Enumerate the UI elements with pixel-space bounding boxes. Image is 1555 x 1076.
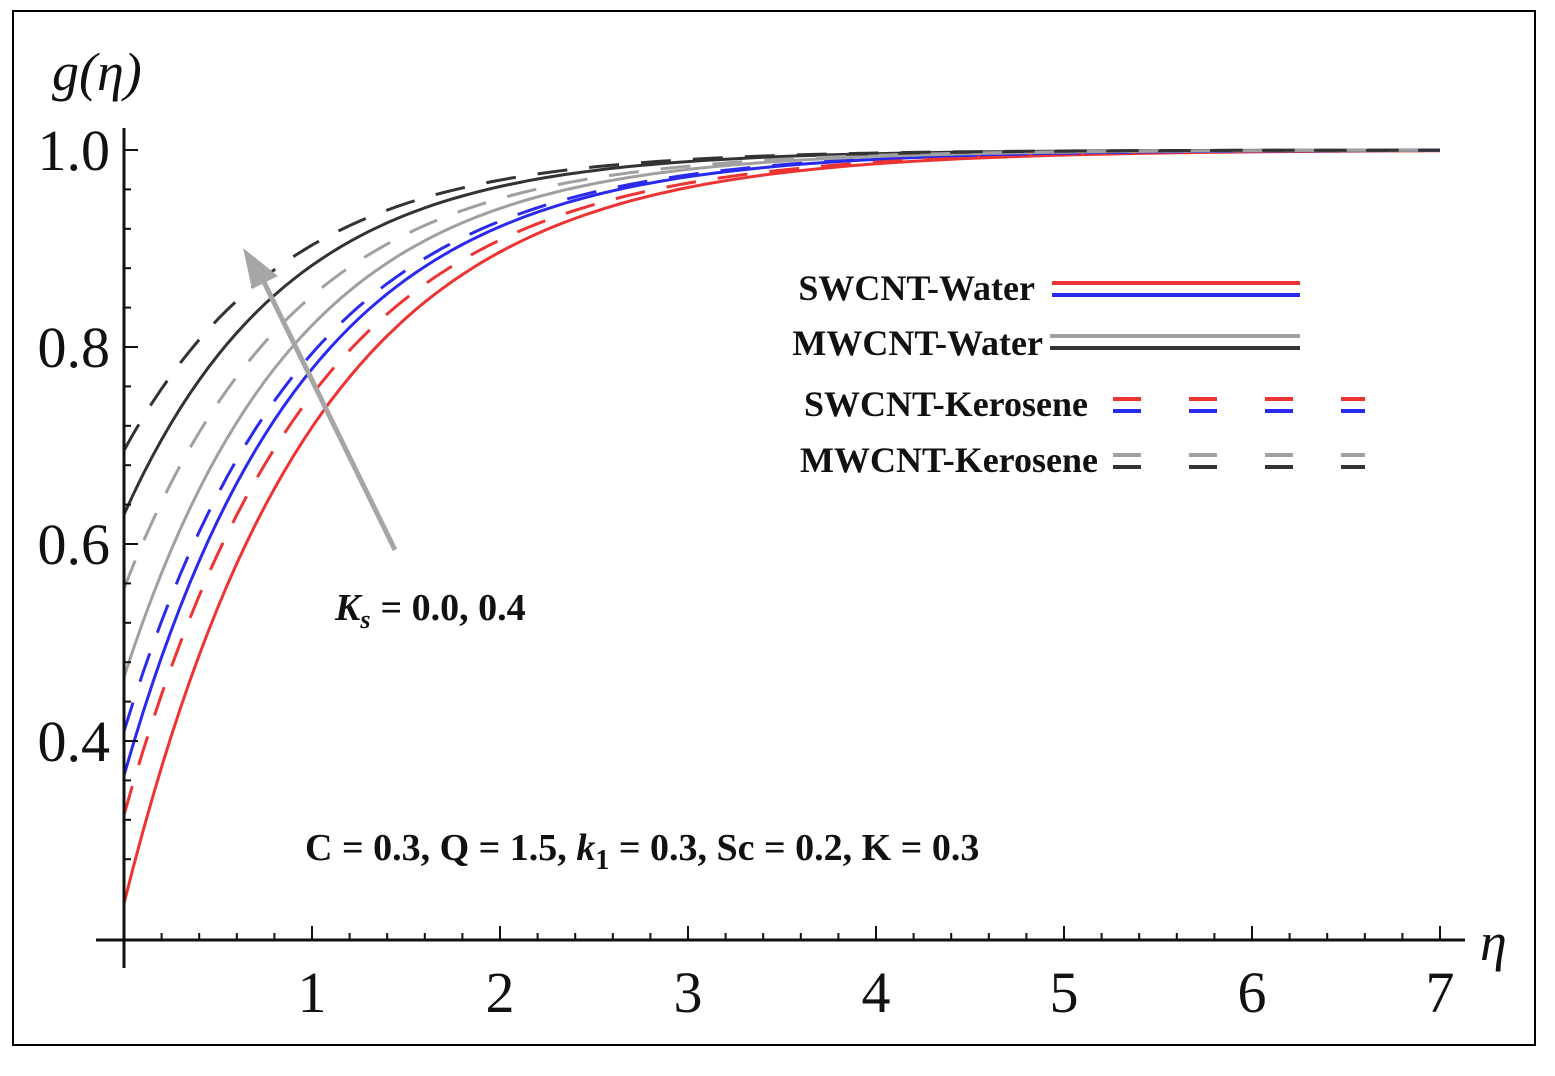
curve-series-2 — [122, 149, 1440, 816]
curve-series-0 — [122, 149, 1440, 904]
legend-label-mwcnt-water: MWCNT-Water — [792, 323, 1043, 363]
legend-label-mwcnt-kerosene: MWCNT-Kerosene — [800, 440, 1098, 480]
series-curves — [122, 148, 1441, 904]
y-tick-label: 1.0 — [38, 118, 111, 183]
x-tick-label: 3 — [674, 960, 703, 1025]
y-tick-label: 0.6 — [38, 512, 111, 577]
ks-arrow-shaft — [259, 276, 398, 552]
curve-series-3 — [122, 148, 1440, 732]
curve-series-5 — [122, 148, 1440, 516]
x-axis-title: η — [1480, 912, 1507, 972]
x-tick-label: 5 — [1050, 960, 1079, 1025]
y-tick-label: 0.4 — [38, 709, 111, 774]
ks-arrow-head — [243, 248, 278, 289]
x-tick-label: 2 — [486, 960, 515, 1025]
axis-ticks: 1 2 3 4 5 6 7 0.4 0.6 0.8 1.0 — [38, 118, 1455, 1025]
ks-arrow — [243, 248, 398, 552]
y-tick-label: 0.8 — [38, 315, 111, 380]
legend-swatches — [1050, 281, 1365, 469]
x-tick-label: 7 — [1426, 960, 1455, 1025]
curve-series-1 — [122, 148, 1440, 776]
ks-annotation: Ks = 0.0, 0.4 — [334, 587, 526, 634]
legend-label-swcnt-water: SWCNT-Water — [798, 268, 1035, 308]
x-tick-label: 1 — [298, 960, 327, 1025]
y-axis-title: g(η) — [52, 42, 142, 102]
x-tick-label: 6 — [1238, 960, 1267, 1025]
curve-series-7 — [122, 148, 1440, 452]
curve-series-6 — [122, 148, 1440, 589]
figure-frame — [12, 10, 1536, 1046]
x-tick-label: 4 — [862, 960, 891, 1025]
legend-label-swcnt-kerosene: SWCNT-Kerosene — [804, 384, 1088, 424]
parameter-annotation: C = 0.3, Q = 1.5, k1 = 0.3, Sc = 0.2, K … — [305, 827, 979, 876]
legend: SWCNT-Water MWCNT-Water SWCNT-Kerosene M… — [792, 268, 1365, 480]
